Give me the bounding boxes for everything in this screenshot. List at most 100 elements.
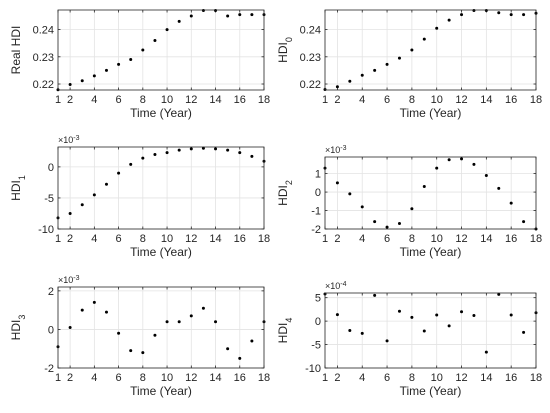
y-axis-title: HDI2	[276, 180, 294, 206]
x-tick-label: 6	[384, 233, 390, 245]
x-tick-label: 1	[322, 233, 328, 245]
data-point	[360, 205, 364, 209]
x-tick-label: 4	[359, 233, 365, 245]
x-tick-label: 6	[116, 372, 122, 384]
y-tick-label: -2	[311, 224, 321, 236]
axis-exponent: ×10-3	[325, 145, 347, 156]
y-tick-label: 5	[315, 293, 321, 305]
data-point	[435, 26, 439, 30]
data-point	[68, 211, 72, 215]
plot-area	[325, 293, 536, 368]
x-tick-label: 6	[384, 372, 390, 384]
axes-box	[57, 146, 265, 230]
data-point	[460, 157, 464, 161]
x-tick-label: 14	[209, 372, 221, 384]
data-point	[189, 147, 193, 151]
x-tick-label: 12	[185, 233, 197, 245]
data-point	[129, 349, 133, 353]
data-point	[410, 48, 414, 52]
y-tick-label: 0	[48, 324, 54, 336]
data-point	[117, 62, 121, 66]
data-point	[117, 171, 121, 175]
data-point	[250, 339, 254, 343]
x-tick-label: 12	[455, 233, 467, 245]
x-tick-label: 2	[67, 233, 73, 245]
x-tick-label: 1	[322, 94, 328, 106]
data-point	[497, 11, 501, 15]
x-axis-title: Time (Year)	[400, 245, 462, 259]
data-point	[104, 68, 108, 72]
subplot-3: 1 2 4 6 8 10 12 14 16 18 -10 -5 0 Time (Year) HDI1 ×10-…	[9, 135, 270, 260]
x-axis-title: Time (Year)	[130, 384, 192, 398]
x-tick-label: 18	[530, 233, 542, 245]
x-tick-label: 4	[91, 372, 97, 384]
data-point	[201, 9, 205, 13]
axes-box	[57, 9, 265, 91]
data-point	[104, 310, 108, 314]
y-tick-label: 0.23	[300, 52, 321, 64]
data-point	[435, 313, 439, 317]
data-point	[348, 192, 352, 196]
data-point	[80, 308, 84, 312]
data-point	[68, 326, 72, 329]
y-tick-label: 0.23	[33, 52, 54, 64]
data-point	[397, 309, 401, 313]
y-axis-title: HDI0	[276, 37, 294, 63]
data-point	[522, 330, 526, 334]
data-point	[226, 148, 230, 152]
x-tick-label: 1	[55, 94, 61, 106]
data-point	[214, 147, 218, 151]
data-point	[80, 79, 84, 83]
data-point	[522, 220, 526, 224]
data-point	[80, 203, 84, 207]
data-point	[165, 320, 169, 324]
data-point	[472, 162, 476, 166]
x-tick-label: 10	[161, 94, 173, 106]
y-tick-label: -10	[305, 363, 321, 375]
data-point	[360, 331, 364, 335]
data-point	[335, 181, 339, 185]
data-point	[410, 315, 414, 319]
axes-box	[324, 9, 537, 91]
y-tick-label: 0	[48, 162, 54, 174]
plot-area	[58, 10, 264, 90]
x-tick-label: 10	[161, 233, 173, 245]
x-tick-label: 12	[455, 94, 467, 106]
x-tick-label: 2	[67, 94, 73, 106]
x-tick-label: 18	[530, 372, 542, 384]
data-point	[484, 9, 488, 13]
x-tick-label: 16	[234, 233, 246, 245]
data-point	[92, 74, 96, 78]
x-axis-title: Time (Year)	[130, 245, 192, 259]
x-tick-label: 16	[234, 94, 246, 106]
y-axis-title: HDI3	[9, 315, 27, 341]
x-tick-label: 18	[258, 233, 270, 245]
subplot-1: 1 2 4 6 8 10 12 14 16 18 0.22 0.23 0.24 Time (Year) Re…	[9, 9, 270, 120]
axis-exponent: ×10-4	[325, 281, 347, 292]
data-point	[92, 300, 96, 304]
data-point	[348, 329, 352, 332]
x-tick-label: 18	[258, 372, 270, 384]
data-point	[117, 331, 121, 335]
y-tick-label: 0.22	[33, 79, 54, 91]
x-tick-label: 16	[234, 372, 246, 384]
y-tick-label: 2	[48, 286, 54, 298]
data-point	[189, 14, 193, 18]
y-axis-title: Real HDI	[9, 26, 23, 75]
x-tick-label: 12	[185, 94, 197, 106]
data-point	[397, 221, 401, 225]
data-point	[460, 310, 464, 314]
data-point	[484, 173, 488, 177]
x-tick-label: 6	[116, 94, 122, 106]
x-tick-label: 10	[431, 94, 443, 106]
data-point	[447, 18, 451, 22]
x-tick-label: 2	[334, 233, 340, 245]
x-tick-label: 4	[359, 94, 365, 106]
x-tick-label: 8	[409, 94, 415, 106]
data-point	[214, 320, 218, 324]
data-point	[422, 185, 426, 189]
axes-box	[57, 286, 265, 369]
x-tick-label: 10	[161, 372, 173, 384]
y-tick-label: 1	[315, 169, 321, 181]
axes-box	[324, 292, 537, 369]
